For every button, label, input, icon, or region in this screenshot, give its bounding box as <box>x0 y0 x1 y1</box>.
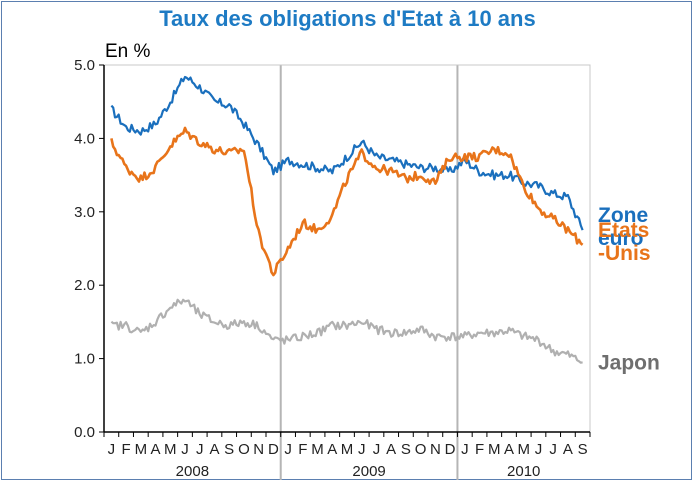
x-tick-label: M <box>311 441 324 458</box>
series-label-etats-unis: Etats <box>598 219 649 242</box>
x-tick-label: D <box>268 441 279 458</box>
y-axis-unit-label: En % <box>105 41 151 62</box>
plot-border <box>103 64 591 433</box>
y-tick-label: 4.0 <box>74 130 95 147</box>
chart-title: Taux des obligations d'Etat à 10 ans <box>159 6 536 31</box>
year-label: 2008 <box>176 463 209 480</box>
x-tick-label: O <box>238 441 250 458</box>
x-tick-label: J <box>358 441 366 458</box>
series-label-japon: Japon <box>598 351 660 374</box>
x-tick-label: M <box>135 441 148 458</box>
x-tick-label: F <box>122 441 131 458</box>
x-tick-label: S <box>578 441 588 458</box>
year-label: 2010 <box>507 463 540 480</box>
y-tick-label: 5.0 <box>74 57 95 74</box>
x-tick-label: A <box>327 441 337 458</box>
series-line-zone-euro <box>110 75 584 231</box>
y-tick-label: 2.0 <box>74 277 95 294</box>
x-tick-label: J <box>549 441 557 458</box>
x-tick-label: S <box>224 441 234 458</box>
x-tick-label: A <box>151 441 161 458</box>
x-tick-label: M <box>164 441 177 458</box>
x-tick-label: J <box>108 441 116 458</box>
series-label-etats-unis: -Unis <box>598 242 651 265</box>
x-tick-label: O <box>415 441 427 458</box>
x-tick-label: N <box>253 441 264 458</box>
x-tick-label: J <box>181 441 189 458</box>
x-tick-label: N <box>430 441 441 458</box>
x-tick-label: M <box>341 441 354 458</box>
x-tick-label: F <box>298 441 307 458</box>
series-line-etats-unis <box>110 126 584 277</box>
x-tick-label: J <box>284 441 292 458</box>
x-tick-label: A <box>504 441 514 458</box>
x-tick-label: A <box>209 441 219 458</box>
x-tick-label: J <box>535 441 543 458</box>
y-tick-label: 3.0 <box>74 204 95 221</box>
year-label: 2009 <box>352 463 385 480</box>
x-tick-label: M <box>517 441 530 458</box>
y-tick-label: 0.0 <box>74 424 95 441</box>
y-tick-label: 1.0 <box>74 351 95 368</box>
grid-layer <box>279 65 459 480</box>
x-tick-label: A <box>386 441 396 458</box>
x-tick-label: F <box>475 441 484 458</box>
x-tick-label: J <box>196 441 204 458</box>
series-layer <box>110 75 584 364</box>
series-line-japon <box>110 298 583 364</box>
x-tick-label: J <box>373 441 381 458</box>
x-tick-label: S <box>401 441 411 458</box>
series-label-zone-euro: Zone <box>598 204 648 227</box>
x-tick-label: A <box>563 441 573 458</box>
series-label-zone-euro: euro <box>598 227 644 250</box>
x-tick-label: D <box>445 441 456 458</box>
x-tick-label: J <box>461 441 469 458</box>
x-tick-label: M <box>488 441 501 458</box>
axes-layer: 0.01.02.03.04.05.0J F M A M J J A S O N D J F M A M J J A S O… <box>74 57 591 480</box>
